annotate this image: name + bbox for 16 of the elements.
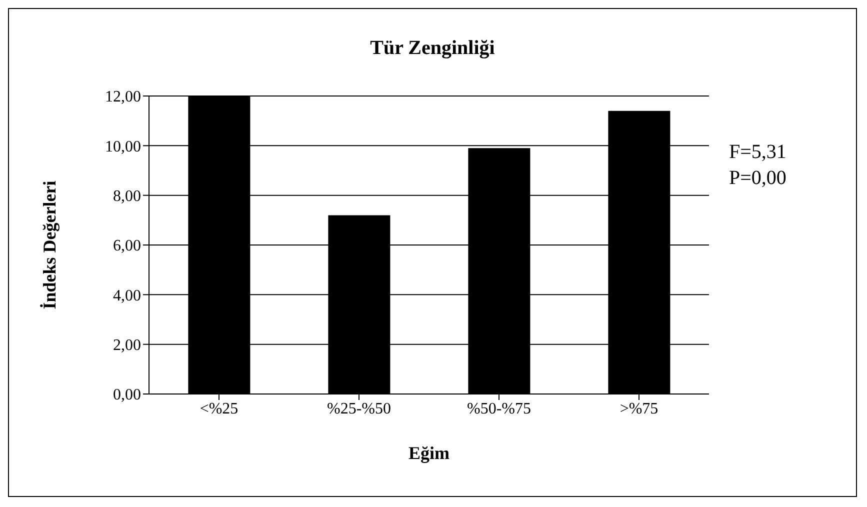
y-tick-label: 12,00: [105, 88, 141, 106]
y-axis-title: İndeks Değerleri: [39, 180, 60, 310]
x-axis-title: Eğim: [408, 443, 450, 463]
y-tick-label: 6,00: [113, 238, 141, 255]
y-tick-label: 0,00: [113, 386, 141, 404]
chart-title: Tür Zenginliği: [369, 37, 496, 60]
x-tick-label: <%25: [200, 400, 238, 418]
x-tick-label: >%75: [620, 400, 658, 418]
text: P=0,00: [729, 166, 786, 191]
y-tick-label: 4,00: [113, 287, 141, 304]
y-tick-label: 10,00: [105, 138, 141, 156]
x-tick-label: %50-%75: [467, 400, 531, 418]
y-tick-label: 8,00: [113, 188, 141, 206]
x-tick-label: %25-%50: [327, 400, 391, 418]
text: F=5,31: [729, 140, 786, 165]
y-tick-label: 2,00: [113, 337, 141, 354]
